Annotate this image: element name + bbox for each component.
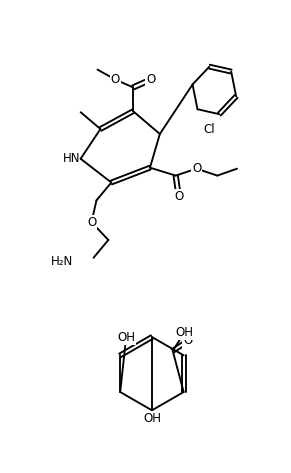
Text: OH: OH	[143, 412, 161, 425]
Text: O: O	[174, 190, 183, 203]
Text: O: O	[146, 73, 156, 86]
Text: HN: HN	[63, 152, 81, 165]
Text: H₂N: H₂N	[50, 255, 73, 268]
Text: Cl: Cl	[204, 123, 215, 136]
Text: O: O	[192, 162, 201, 175]
Text: OH: OH	[176, 325, 194, 339]
Text: OH: OH	[117, 331, 135, 343]
Text: O: O	[111, 73, 120, 86]
Text: O: O	[183, 334, 192, 348]
Text: O: O	[87, 216, 96, 228]
